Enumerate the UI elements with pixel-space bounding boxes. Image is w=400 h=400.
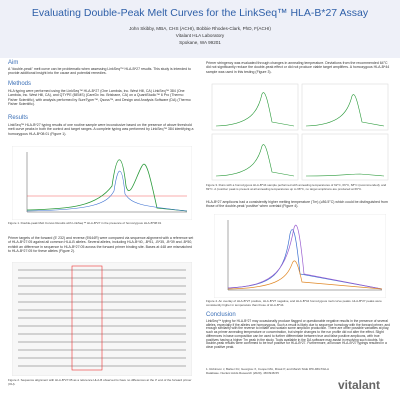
title: Evaluating Double-Peak Melt Curves for t… — [31, 7, 369, 19]
section-heading: Results — [8, 115, 29, 121]
paragraph: Primer targets of the forward (5' 232) a… — [8, 236, 194, 254]
caption: Figure 1. Double-peak Melt Curves Result… — [8, 221, 162, 225]
figure-4 — [214, 214, 386, 298]
paragraph: HLA-B*27 amplicons had a consistently hi… — [206, 200, 388, 209]
logo: vitalant — [338, 378, 381, 392]
section-heading: Aim — [8, 60, 19, 66]
section-heading: Methods — [8, 81, 32, 87]
location: Spokane, WA 99201 — [179, 40, 221, 45]
caption: Figure 2. Sequence alignment with HLA-B*… — [8, 378, 192, 386]
paragraph: HLA typing were performed using the Link… — [8, 89, 191, 107]
paragraph: A "double-peak" melt curve can be proble… — [8, 67, 191, 76]
figure-3 — [210, 82, 390, 182]
authors: John Skibby, MBA, CHS (ACHI), Bobbie Rho… — [129, 26, 271, 31]
figure-1 — [12, 146, 192, 220]
paragraph: LinkSeq™ HLA-B*27 typing results of one … — [8, 123, 194, 136]
caption: Figure 4. An overlay of HLA-B*27 positiv… — [206, 299, 382, 307]
reference: 1. Robinson J, Barker DJ, Georgiou X, Co… — [206, 367, 329, 375]
paragraph: LinkSeq™ typing for HLA-B*27 may occasio… — [206, 319, 390, 349]
paragraph: Primer stringency was evaluated through … — [206, 61, 390, 74]
header-band — [0, 0, 400, 58]
figure-2 — [12, 262, 192, 376]
affiliation: Vitalant HLA Laboratory — [175, 33, 225, 38]
caption: Figure 3. Runs with a homozygous HLA-B*4… — [206, 183, 387, 191]
section-heading: Conclusion — [206, 312, 236, 318]
